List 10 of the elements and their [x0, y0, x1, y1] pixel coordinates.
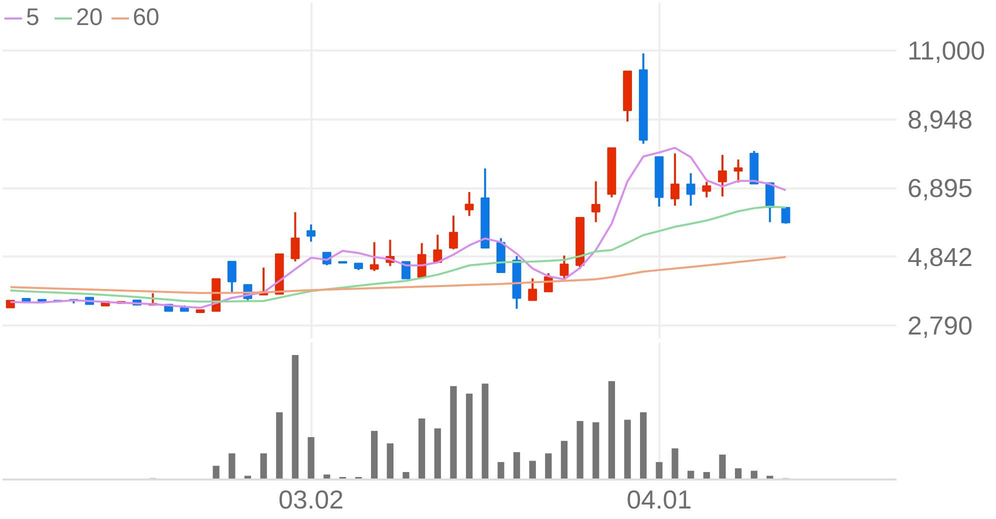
legend-label: 60	[132, 4, 160, 32]
y-tick-label: 8,948	[908, 104, 973, 134]
x-tick-label: 03.02	[278, 484, 344, 514]
legend-label: 5	[26, 4, 40, 32]
y-tick-label: 11,000	[908, 36, 986, 66]
x-tick-label: 04.01	[626, 484, 692, 514]
y-tick-label: 6,895	[908, 173, 973, 204]
y-tick-label: 2,790	[908, 310, 973, 340]
y-tick-label: 4,842	[908, 242, 973, 272]
legend-label: 20	[76, 4, 103, 32]
